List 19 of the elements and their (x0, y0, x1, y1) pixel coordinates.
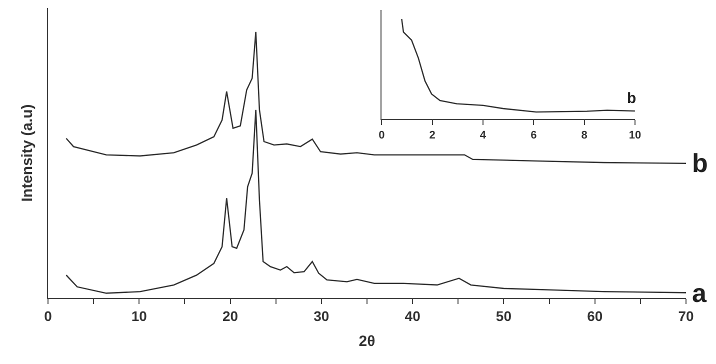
series-label: b (627, 90, 636, 107)
series-label: b (692, 148, 708, 178)
y-axis-title: Intensity (a.u) (19, 104, 36, 202)
x-tick-label: 0 (44, 308, 52, 324)
x-tick-label: 60 (587, 308, 603, 324)
x-axis-title: 2θ (358, 332, 376, 350)
x-tick-label: 0 (378, 129, 385, 142)
x-tick-label: 20 (222, 308, 238, 324)
x-tick-label: 10 (628, 129, 642, 142)
x-tick-label: 40 (404, 308, 421, 324)
x-tick-label: 6 (530, 129, 537, 142)
x-tick-label: 70 (678, 308, 694, 324)
x-tick-label: 2 (429, 129, 436, 142)
x-tick-label: 30 (314, 308, 330, 324)
x-tick-label: 4 (480, 129, 487, 142)
x-tick-label: 8 (581, 129, 588, 142)
x-tick-label: 50 (496, 308, 512, 324)
series-label: a (692, 278, 707, 308)
x-tick-label: 10 (131, 308, 148, 324)
